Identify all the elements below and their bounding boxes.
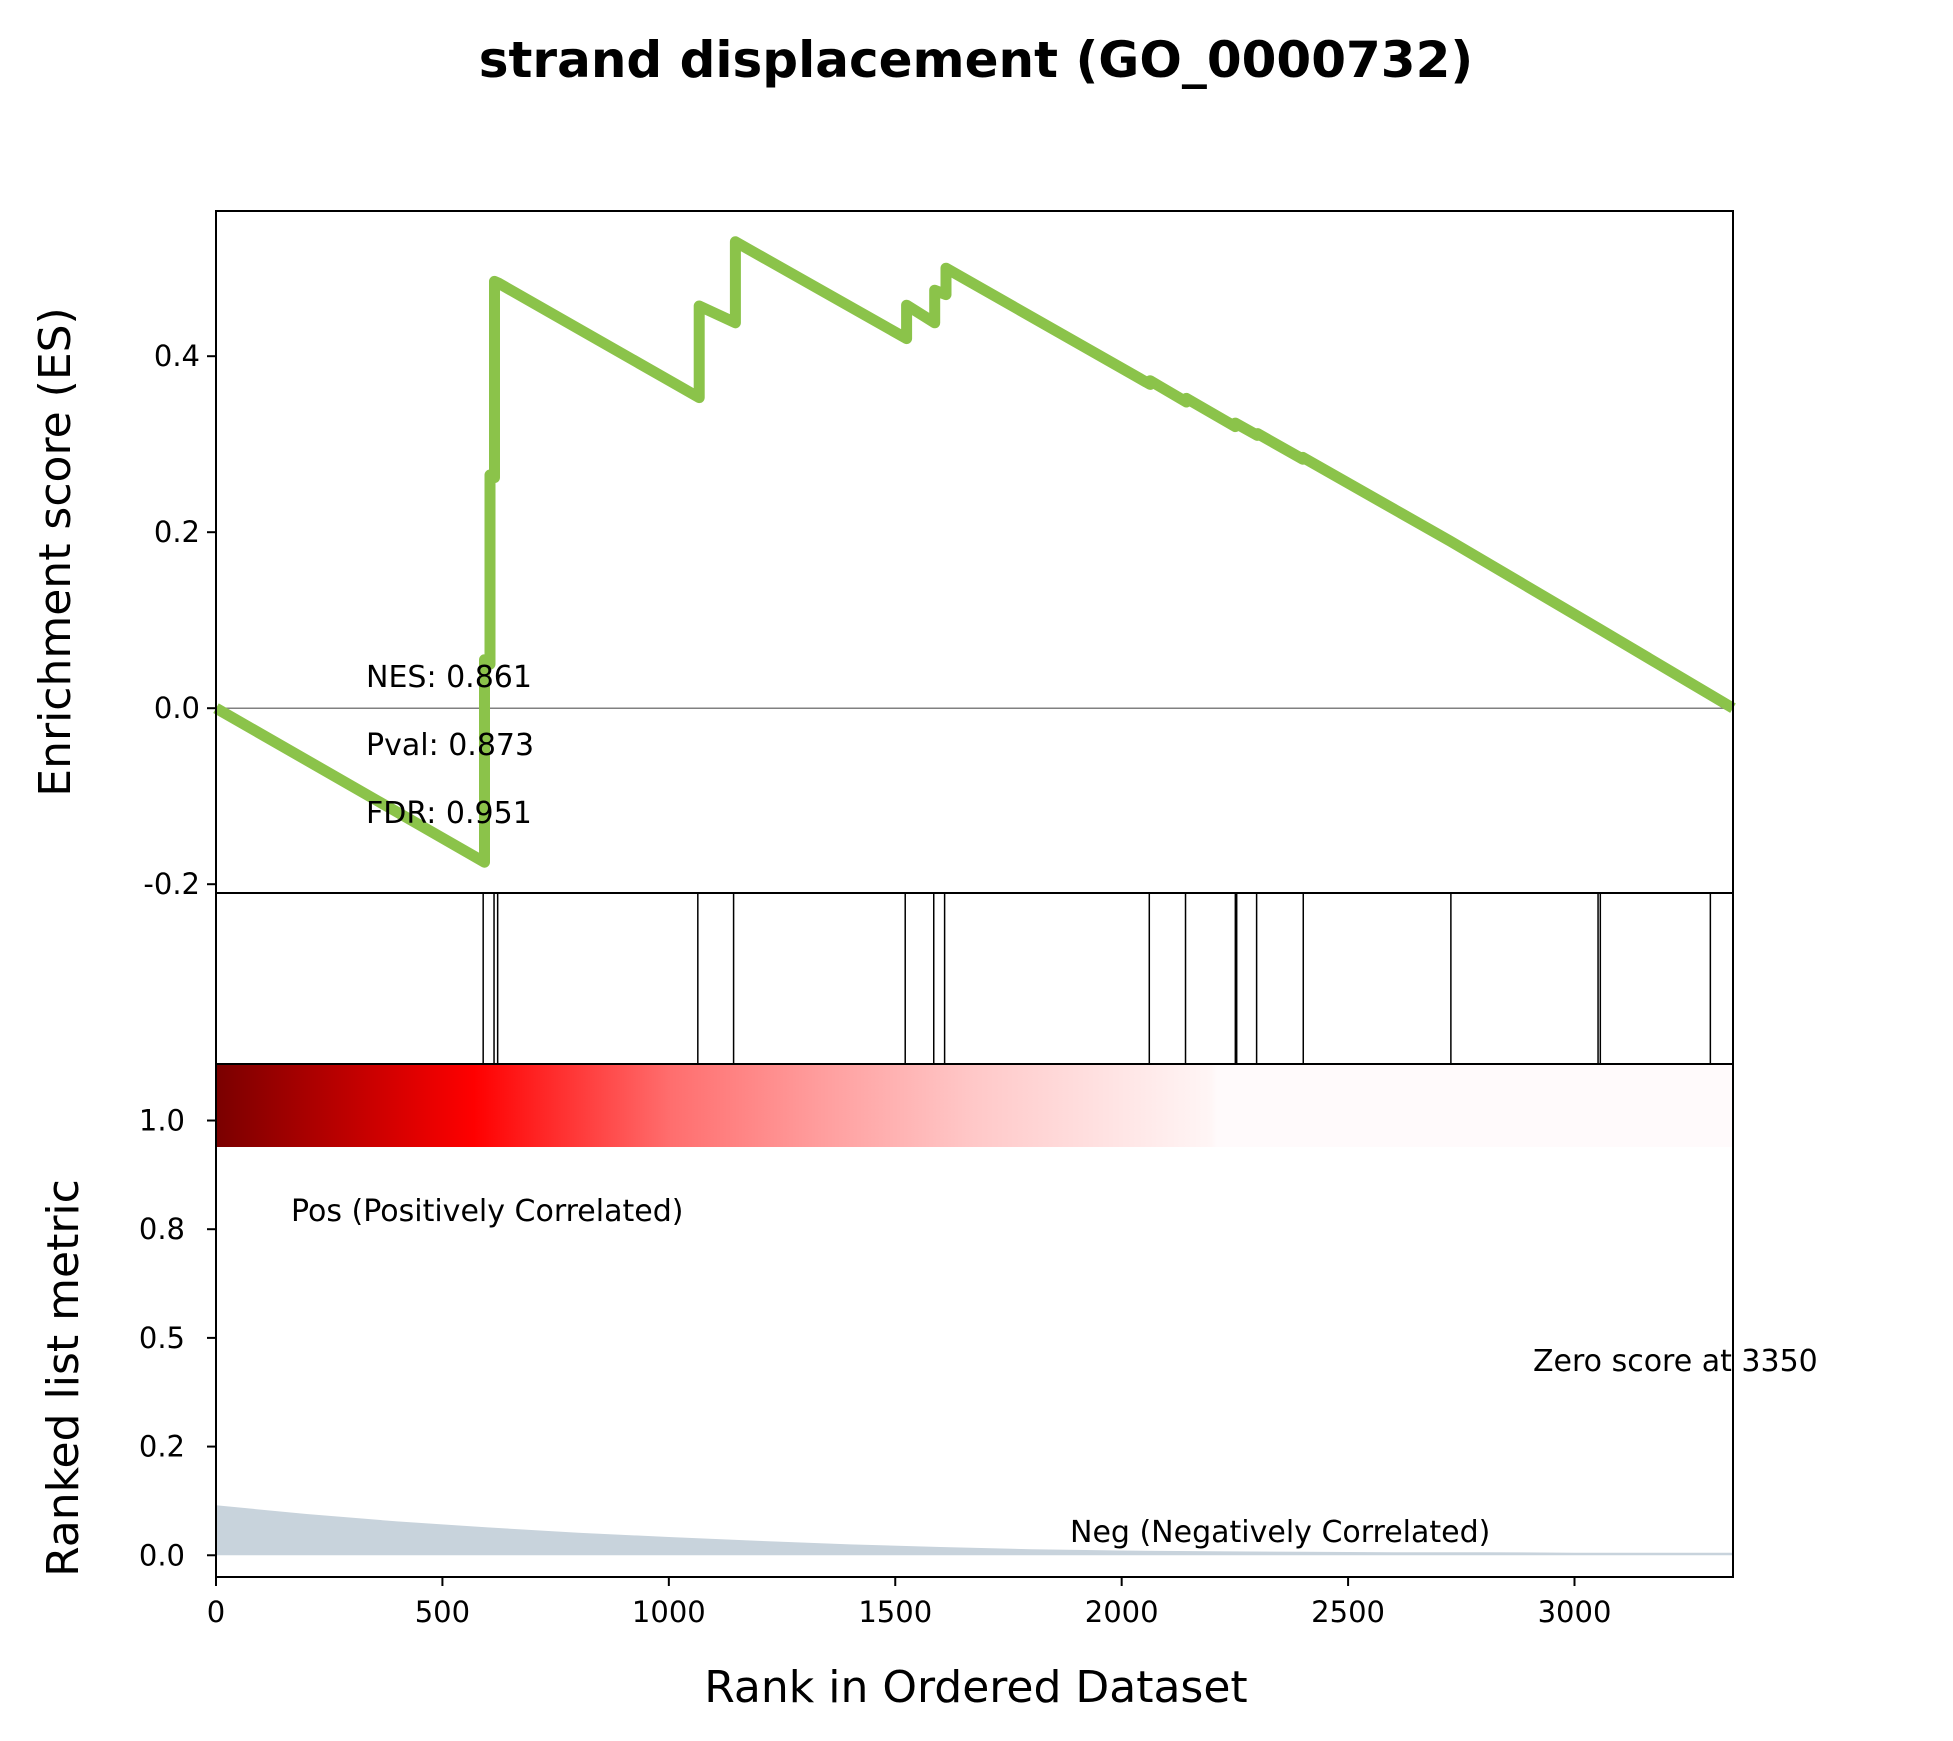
metric-panel-frame [215,1063,1734,1578]
metric-y-axis-label: Ranked list metric [38,1179,89,1577]
x-axis-label: Rank in Ordered Dataset [704,1662,1247,1713]
hits-panel-frame [215,892,1734,1065]
nes-annotation: NES: 0.861 [366,660,532,695]
chart-title: strand displacement (GO_0000732) [479,31,1473,89]
x-tick-label: 500 [415,1595,470,1629]
rank-colorbar [216,1064,1733,1147]
metric-y-tick-label: 0.5 [139,1321,185,1355]
es-panel-frame [215,210,1734,894]
zero-score-label: Zero score at 3350 [1533,1344,1818,1379]
es-y-axis-label: Enrichment score (ES) [30,307,81,796]
es-panel: -0.2 0.0 0.2 0.4 NES: 0.861 Pval: 0.873 FDR… [30,210,1736,901]
es-y-ticks: -0.2 0.0 0.2 0.4 [143,339,216,901]
x-tick-label: 0 [207,1595,225,1629]
x-tick-label: 3000 [1538,1595,1612,1629]
x-tick-label: 2500 [1311,1595,1385,1629]
neg-correlated-label: Neg (Negatively Correlated) [1070,1515,1490,1550]
metric-y-tick-label: 0.0 [139,1538,185,1572]
es-series-line [213,236,1736,868]
metric-y-tick-label: 0.2 [139,1430,185,1464]
es-y-tick-label: 0.2 [154,515,200,549]
pos-correlated-label: Pos (Positively Correlated) [291,1194,683,1229]
metric-panel: 0.0 0.2 0.5 0.8 1.0 Pos (Positively Correlat… [38,1063,1818,1578]
hits-panel [215,892,1734,1065]
metric-y-ticks: 0.0 0.2 0.5 0.8 1.0 [139,1104,216,1572]
metric-area [216,1505,1733,1556]
pval-annotation: Pval: 0.873 [366,728,534,763]
x-tick-label: 1000 [632,1595,706,1629]
metric-y-tick-label: 1.0 [139,1104,185,1138]
hit-lines [482,893,1712,1064]
x-ticks: 0 500 1000 1500 2000 2500 3000 [207,1577,1612,1629]
x-tick-label: 2000 [1085,1595,1159,1629]
es-y-tick-label: -0.2 [143,867,200,901]
fdr-annotation: FDR: 0.951 [366,796,532,831]
metric-y-tick-label: 0.8 [139,1212,185,1246]
es-y-tick-label: 0.0 [154,691,200,725]
es-y-tick-label: 0.4 [154,339,200,373]
x-tick-label: 1500 [858,1595,932,1629]
